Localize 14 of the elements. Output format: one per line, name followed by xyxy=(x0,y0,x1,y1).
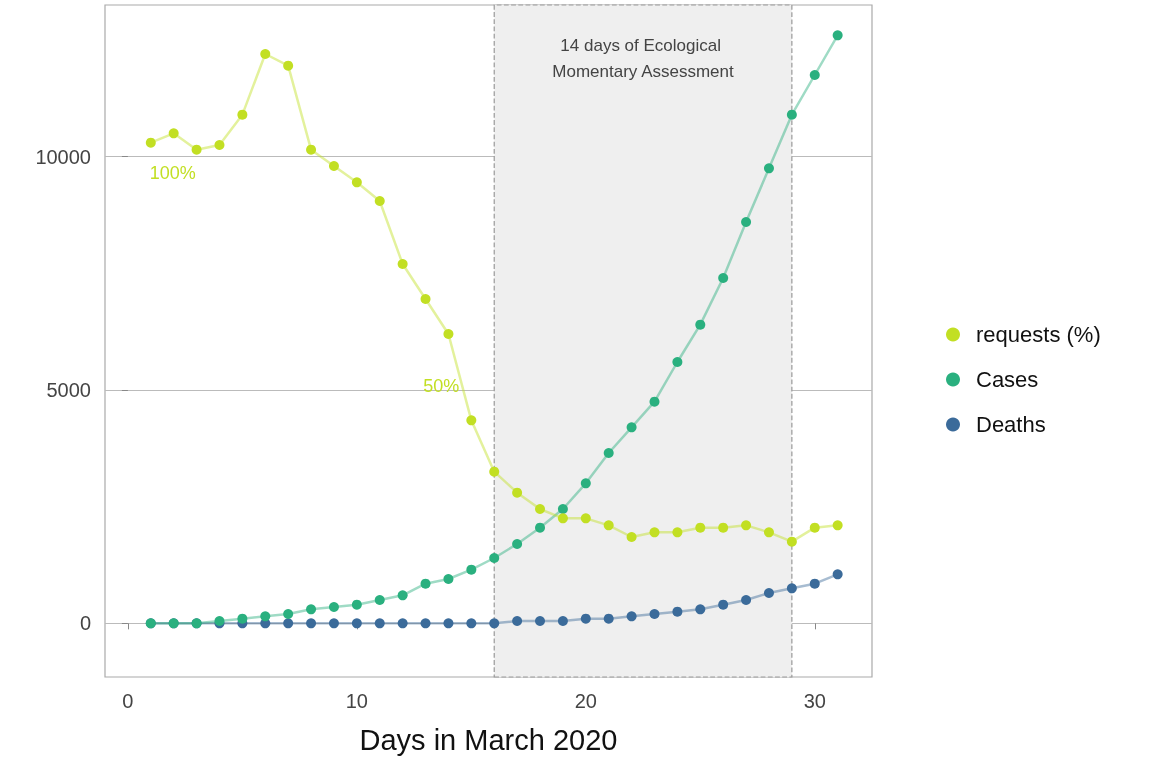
x-tick-label: 20 xyxy=(574,690,597,712)
y-tick-label: 10000 xyxy=(35,145,91,168)
x-tick-label: 30 xyxy=(803,690,826,712)
legend-label: requests (%) xyxy=(976,322,1101,347)
y-tick-label: 5000 xyxy=(46,379,91,401)
legend-label: Deaths xyxy=(976,412,1046,437)
x-axis-title: Days in March 2020 xyxy=(359,723,618,756)
annotation: 50% xyxy=(423,376,460,397)
legend-label: Cases xyxy=(976,367,1039,392)
x-tick-label: 0 xyxy=(122,690,134,712)
y-tick-label: 0 xyxy=(79,612,91,635)
annotation: 100% xyxy=(149,162,196,183)
band-label: 14 days of Ecological Momentary Assessment xyxy=(552,35,735,81)
x-tick-label: 10 xyxy=(345,690,368,712)
